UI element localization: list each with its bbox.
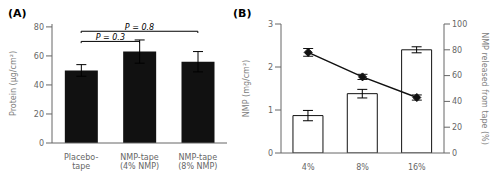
svg-text:16%: 16% bbox=[408, 163, 426, 171]
svg-text:2: 2 bbox=[268, 63, 273, 72]
html-text:(B): (B) bbox=[233, 7, 252, 20]
svg-text:NMP released from tape (%): NMP released from tape (%) bbox=[480, 32, 489, 145]
svg-text:3: 3 bbox=[268, 20, 273, 29]
svg-text:100: 100 bbox=[452, 20, 467, 29]
svg-text:Placebo-tape: Placebo-tape bbox=[64, 153, 98, 171]
svg-text:0: 0 bbox=[268, 149, 273, 158]
svg-text:P = 0.3: P = 0.3 bbox=[96, 33, 125, 42]
svg-text:40: 40 bbox=[34, 81, 44, 90]
svg-text:NMP (mg/cm²): NMP (mg/cm²) bbox=[242, 60, 251, 117]
svg-text:NMP-tape(8% NMP): NMP-tape(8% NMP) bbox=[178, 153, 217, 171]
svg-text:20: 20 bbox=[452, 123, 462, 132]
svg-text:8%: 8% bbox=[356, 163, 369, 171]
html-text:(A): (A) bbox=[8, 7, 27, 20]
svg-text:60: 60 bbox=[452, 71, 462, 80]
svg-text:1: 1 bbox=[268, 106, 273, 115]
svg-text:4%: 4% bbox=[302, 163, 315, 171]
svg-text:20: 20 bbox=[34, 110, 44, 119]
svg-text:40: 40 bbox=[452, 97, 462, 106]
svg-text:60: 60 bbox=[34, 52, 44, 61]
svg-text:80: 80 bbox=[34, 23, 44, 32]
svg-text:0: 0 bbox=[452, 149, 457, 158]
svg-text:80: 80 bbox=[452, 46, 462, 55]
svg-text:P = 0.8: P = 0.8 bbox=[125, 23, 154, 32]
svg-text:NMP-tape(4% NMP): NMP-tape(4% NMP) bbox=[120, 153, 159, 171]
svg-text:Protein (µg/cm²): Protein (µg/cm²) bbox=[9, 51, 18, 116]
svg-text:0: 0 bbox=[39, 139, 44, 148]
